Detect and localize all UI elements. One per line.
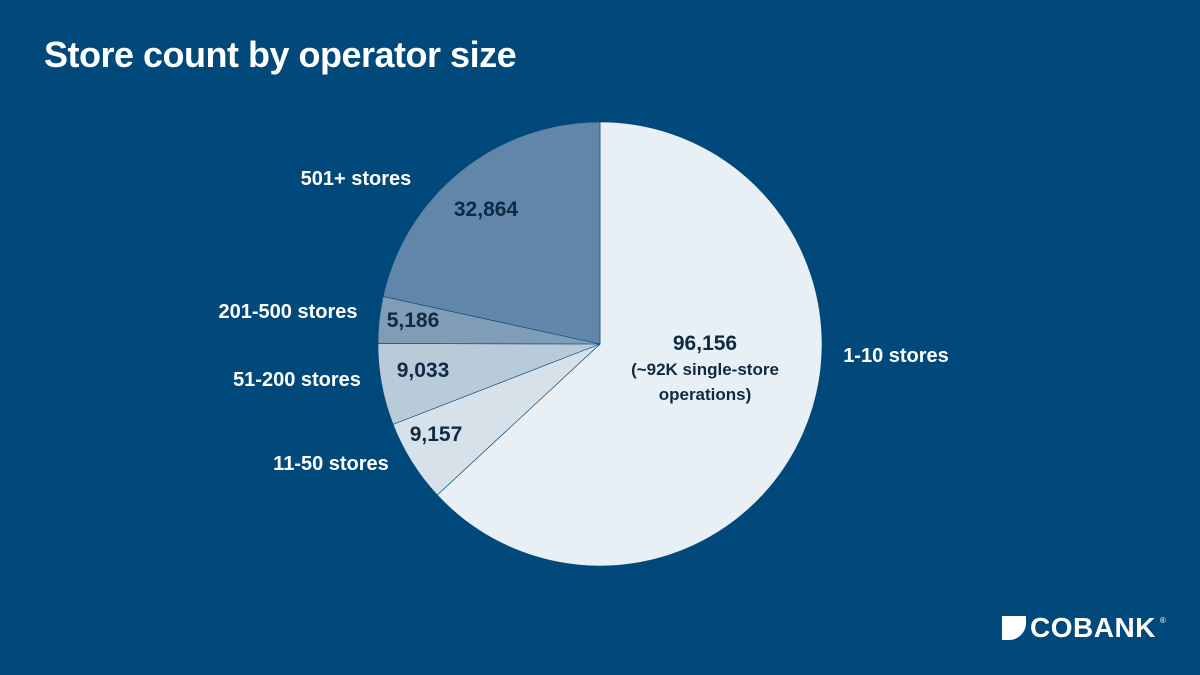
slice-value-label: 5,186 bbox=[387, 309, 440, 332]
slice-category-label: 201-500 stores bbox=[219, 301, 358, 323]
slice-note-label: (~92K single-store bbox=[631, 360, 779, 379]
slice-category-label: 501+ stores bbox=[301, 168, 412, 190]
slice-note-label: operations) bbox=[659, 385, 752, 404]
slice-value-label: 9,157 bbox=[410, 423, 463, 446]
cobank-logo-trademark: ® bbox=[1159, 616, 1166, 625]
cobank-logo: COBANK ® bbox=[1002, 614, 1166, 642]
pie-slice-1-10-stores bbox=[436, 121, 823, 567]
pie-slice-501-stores bbox=[382, 121, 601, 345]
slice-category-label: 51-200 stores bbox=[233, 369, 361, 391]
slice-category-label: 1-10 stores bbox=[843, 345, 949, 367]
slice-value-label: 9,033 bbox=[397, 359, 450, 382]
cobank-logo-icon bbox=[1002, 616, 1026, 640]
chart-title: Store count by operator size bbox=[44, 34, 517, 75]
cobank-logo-text: COBANK bbox=[1030, 612, 1156, 643]
slice-value-label: 32,864 bbox=[454, 198, 519, 221]
slice-value-label: 96,156 bbox=[673, 332, 737, 355]
slice-category-label: 11-50 stores bbox=[273, 453, 389, 475]
